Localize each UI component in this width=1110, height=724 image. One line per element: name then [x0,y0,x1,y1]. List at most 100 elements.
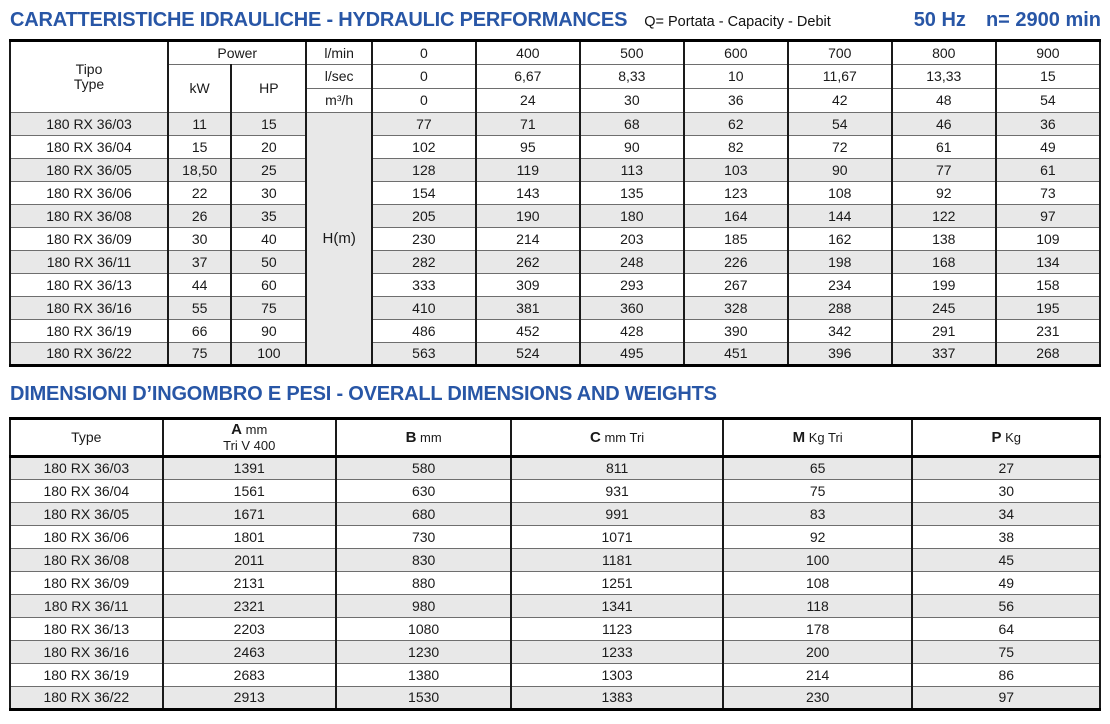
dim-sub: Tri V 400 [223,438,276,454]
dim-value-M: 178 [721,617,914,641]
head-value: 49 [994,135,1102,159]
pump-type: 180 RX 36/05 [8,158,170,182]
dim-column-title: B mm [339,428,508,446]
dim-value-B: 730 [334,525,513,549]
dim-value-P: 34 [911,502,1101,526]
hp-value: 20 [230,135,308,159]
head-value: 135 [578,181,685,205]
head-value: 410 [370,296,477,320]
flow-value: 24 [474,88,581,113]
head-value: 205 [370,204,477,228]
hp-value: 35 [230,204,308,228]
dim-value-C: 811 [510,456,724,480]
pump-type: 180 RX 36/13 [9,617,164,641]
frequency-label: 50 Hz [913,9,966,31]
kw-value: 44 [167,273,233,297]
hydraulic-title: CARATTERISTICHE IDRAULICHE - HYDRAULIC P… [10,9,628,31]
dimensions-row: 180 RX 36/09 2131 880 1251 108 49 [9,571,1101,595]
head-value: 190 [474,204,581,228]
dim-value-C: 1303 [510,663,724,687]
flow-unit-label: m³/h [305,88,373,113]
pump-type: 180 RX 36/16 [9,640,164,664]
hydraulic-row: 180 RX 36/13 44 60 333 309 293 267 234 199 158 [8,273,1102,297]
dim-column-header: A mm Tri V 400 [161,418,337,458]
head-value: 381 [474,296,581,320]
dim-letter: C [590,428,601,446]
dim-value-C: 1251 [510,571,724,595]
flow-value: 0 [370,88,477,113]
head-value: 90 [578,135,685,159]
pump-type: 180 RX 36/03 [9,456,164,480]
dim-value-C: 1383 [510,686,724,710]
flow-value: 0 [370,64,477,89]
head-value: 123 [682,181,789,205]
head-value: 97 [994,204,1102,228]
dim-column-header: P Kg [911,418,1101,458]
dim-value-C: 931 [510,479,724,503]
type-label: Type [73,76,105,92]
dim-value-P: 75 [911,640,1101,664]
dim-value-A: 2321 [161,594,337,618]
dim-value-P: 56 [911,594,1101,618]
head-value: 452 [474,319,581,343]
pump-type: 180 RX 36/11 [9,594,164,618]
dim-value-C: 1181 [510,548,724,572]
head-value: 144 [786,204,893,228]
dimensions-row: 180 RX 36/06 1801 730 1071 92 38 [9,525,1101,549]
flow-value: 11,67 [786,64,893,89]
pump-type: 180 RX 36/08 [9,548,164,572]
head-value: 495 [578,342,685,366]
hydraulic-row: 180 RX 36/08 26 35 205 190 180 164 144 122 97 [8,204,1102,228]
dim-value-C: 1341 [510,594,724,618]
head-value: 77 [890,158,997,182]
hydraulic-table: Tipo Type Power l/min 0 400 500 600 700 800 900… [8,39,1102,367]
dim-unit: Kg [1001,429,1021,445]
flow-value: 36 [682,88,789,113]
dim-column-title: C mm Tri [514,428,719,446]
head-value: 154 [370,181,477,205]
hp-header: HP [230,64,308,113]
flow-header-row: kW HP l/sec 0 6,67 8,33 10 11,67 13,33 15 [10,64,1102,113]
head-value: 68 [578,112,685,136]
dim-letter: B [405,428,417,446]
hp-value: 100 [230,342,308,366]
type-header: Type [9,418,164,458]
flow-value: 700 [786,40,893,65]
dim-value-P: 86 [911,663,1101,687]
dim-value-A: 2203 [161,617,337,641]
head-value: 61 [994,158,1102,182]
dim-value-M: 118 [721,594,914,618]
pump-type: 180 RX 36/16 [8,296,170,320]
dimensions-row: 180 RX 36/03 1391 580 811 65 27 [9,456,1101,480]
hp-value: 30 [230,181,308,205]
flow-value: 800 [890,40,997,65]
head-value: 333 [370,273,477,297]
head-value: 103 [682,158,789,182]
head-value: 61 [890,135,997,159]
dim-value-C: 1071 [510,525,724,549]
dim-value-P: 27 [911,456,1101,480]
dim-unit: mm [416,429,442,445]
head-value: 180 [578,204,685,228]
hydraulic-row: 180 RX 36/19 66 90 486 452 428 390 342 291 231 [8,319,1102,343]
pump-type: 180 RX 36/11 [8,250,170,274]
kw-value: 26 [167,204,233,228]
dim-value-A: 2131 [161,571,337,595]
head-value: 226 [682,250,789,274]
head-value: 199 [890,273,997,297]
hydraulic-row: 180 RX 36/22 75 100 563 524 495 451 396 337 268 [8,342,1102,366]
dim-unit: mm Tri [600,429,645,445]
dim-value-B: 1380 [334,663,513,687]
dim-value-B: 1080 [334,617,513,641]
head-value: 168 [890,250,997,274]
dim-letter: P [991,428,1002,446]
dim-value-B: 830 [334,548,513,572]
pump-type: 180 RX 36/03 [8,112,170,136]
hydraulic-row: 180 RX 36/11 37 50 282 262 248 226 198 168 134 [8,250,1102,274]
pump-type: 180 RX 36/06 [8,181,170,205]
dim-column-header: M Kg Tri [721,418,914,458]
head-value: 214 [474,227,581,251]
hydraulic-row: 180 RX 36/04 15 20 102 95 90 82 72 61 49 [8,135,1102,159]
dim-value-P: 49 [911,571,1101,595]
dim-letter: M [792,428,806,446]
